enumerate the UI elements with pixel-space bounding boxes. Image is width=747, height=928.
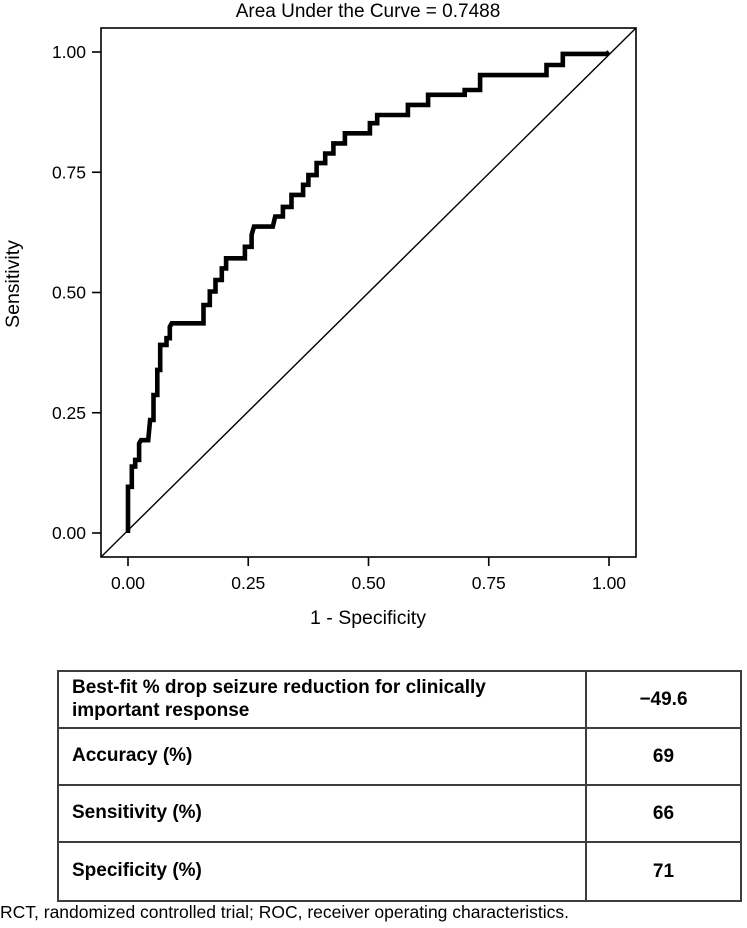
y-tick-label: 0.25	[52, 403, 86, 423]
y-tick-label: 0.50	[52, 283, 86, 303]
x-tick-label: 0.00	[111, 573, 145, 593]
table-row-value-bestfit: −49.6	[587, 672, 740, 729]
abbreviations-footnote: RCT, randomized controlled trial; ROC, r…	[0, 902, 569, 922]
x-tick-label: 0.75	[472, 573, 506, 593]
table-row-label-bestfit: Best-fit % drop seizure reduction for cl…	[59, 672, 587, 729]
y-axis-label: Sensitivity	[2, 240, 24, 328]
table-row-label-specificity: Specificity (%)	[59, 843, 587, 900]
y-tick-label: 1.00	[52, 42, 86, 62]
axis-ticks: 0.00 0.25 0.50 0.75 1.00 0.00 0.25 0.50 0.75 1.00	[52, 42, 626, 593]
results-table: Best-fit % drop seizure reduction for cl…	[57, 670, 742, 902]
table-row-value-accuracy: 69	[587, 729, 740, 786]
x-tick-label: 0.25	[231, 573, 265, 593]
table-row-label-accuracy: Accuracy (%)	[59, 729, 587, 786]
roc-chart: 0.00 0.25 0.50 0.75 1.00 0.00 0.25 0.50 0.75 1.00…	[2, 1, 637, 629]
x-tick-label: 1.00	[592, 573, 626, 593]
x-tick-label: 0.50	[351, 573, 385, 593]
table-row-value-sensitivity: 66	[587, 786, 740, 843]
reference-diagonal-line	[100, 27, 637, 558]
x-axis-label: 1 - Specificity	[310, 607, 426, 629]
roc-curve	[125, 50, 611, 533]
y-tick-label: 0.00	[52, 523, 86, 543]
chart-title: Area Under the Curve = 0.7488	[236, 1, 501, 22]
table-row-value-specificity: 71	[652, 860, 675, 882]
y-tick-label: 0.75	[52, 162, 86, 182]
table-row-label-sensitivity: Sensitivity (%)	[59, 786, 587, 843]
